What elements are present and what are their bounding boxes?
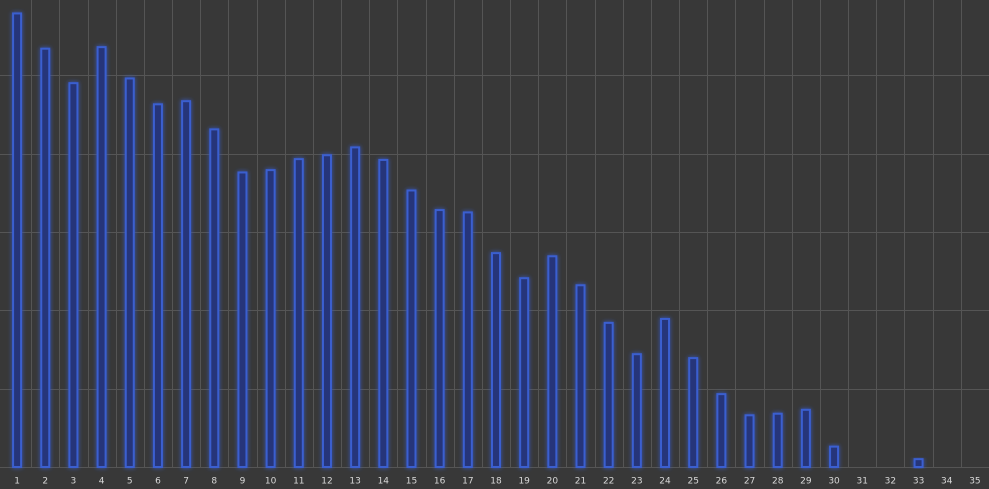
x-tick-label: 22 [603, 477, 614, 487]
x-tick-label: 32 [885, 477, 896, 487]
bar [237, 171, 248, 468]
bar [913, 458, 924, 468]
bar [293, 158, 304, 468]
bar [209, 128, 220, 468]
bar [744, 414, 755, 468]
x-tick-label: 21 [575, 477, 586, 487]
x-tick-label: 9 [240, 477, 246, 487]
x-tick-label: 4 [99, 477, 105, 487]
bar [660, 317, 671, 469]
x-tick-label: 27 [744, 477, 755, 487]
bar [406, 189, 417, 468]
x-tick-label: 26 [716, 477, 728, 487]
bar [124, 77, 135, 468]
x-tick-label: 12 [321, 477, 332, 487]
x-tick-label: 5 [127, 477, 133, 487]
x-tick-label: 19 [518, 477, 530, 487]
x-tick-label: 3 [71, 477, 77, 487]
bar [40, 47, 51, 468]
bar [772, 412, 783, 469]
x-tick-label: 6 [155, 477, 161, 487]
bar [12, 12, 23, 468]
bar [631, 353, 642, 469]
x-tick-label: 33 [913, 477, 924, 487]
x-tick-label: 11 [293, 477, 304, 487]
x-tick-label: 25 [687, 477, 698, 487]
bar [575, 284, 586, 468]
x-tick-label: 35 [969, 477, 980, 487]
bar [716, 393, 727, 468]
x-tick-label: 13 [349, 477, 360, 487]
bar [181, 100, 192, 469]
x-tick-label: 20 [547, 477, 559, 487]
x-tick-label: 16 [434, 477, 446, 487]
bar [96, 46, 107, 469]
x-tick-label: 1 [14, 477, 20, 487]
bar [321, 154, 332, 468]
x-tick-label: 31 [857, 477, 868, 487]
bar [603, 321, 614, 468]
bar [265, 169, 276, 468]
bar [152, 103, 163, 468]
bar [462, 211, 473, 468]
x-tick-label: 34 [941, 477, 953, 487]
x-tick-label: 14 [378, 477, 390, 487]
x-tick-label: 18 [490, 477, 502, 487]
bar [378, 158, 389, 469]
bar [688, 357, 699, 468]
bar [68, 82, 79, 469]
bar [519, 277, 530, 469]
x-tick-label: 15 [406, 477, 417, 487]
x-tick-label: 10 [265, 477, 277, 487]
bar [800, 408, 811, 469]
bar [547, 255, 558, 468]
x-tick-label: 30 [828, 477, 840, 487]
x-tick-label: 24 [659, 477, 671, 487]
bar [350, 146, 361, 468]
x-tick-label: 23 [631, 477, 642, 487]
x-tick-label: 8 [211, 477, 217, 487]
x-tick-label: 17 [462, 477, 473, 487]
bar [491, 252, 501, 468]
x-tick-label: 29 [800, 477, 812, 487]
bar [829, 445, 840, 468]
x-tick-label: 7 [183, 477, 189, 487]
bar [434, 209, 445, 468]
x-tick-label: 2 [42, 477, 48, 487]
x-tick-label: 28 [772, 477, 784, 487]
